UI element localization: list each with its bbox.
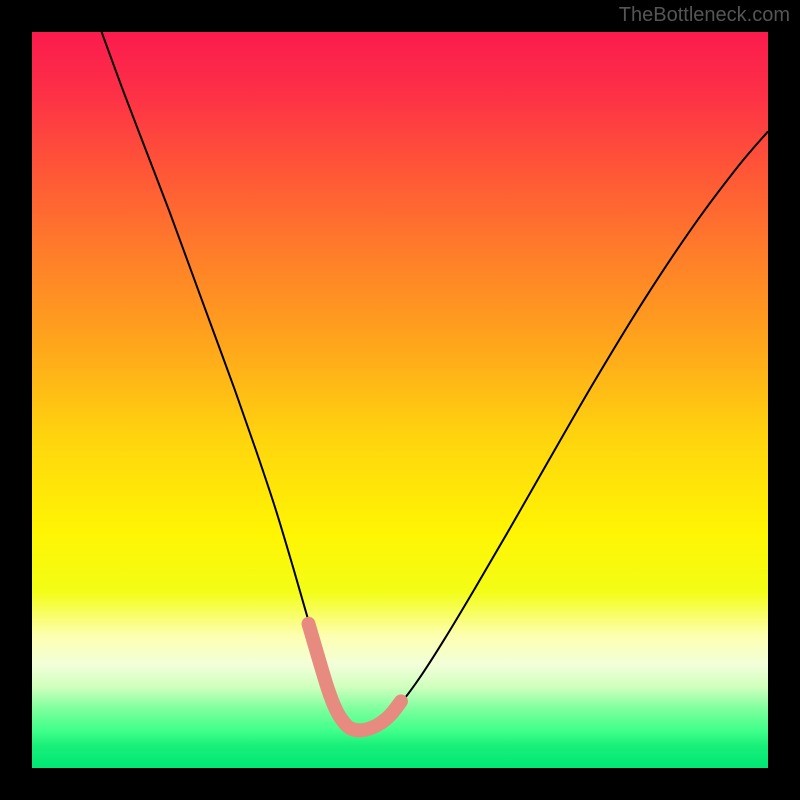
chart-frame — [30, 30, 770, 770]
watermark-text: TheBottleneck.com — [619, 4, 790, 27]
chart-svg — [32, 32, 768, 768]
